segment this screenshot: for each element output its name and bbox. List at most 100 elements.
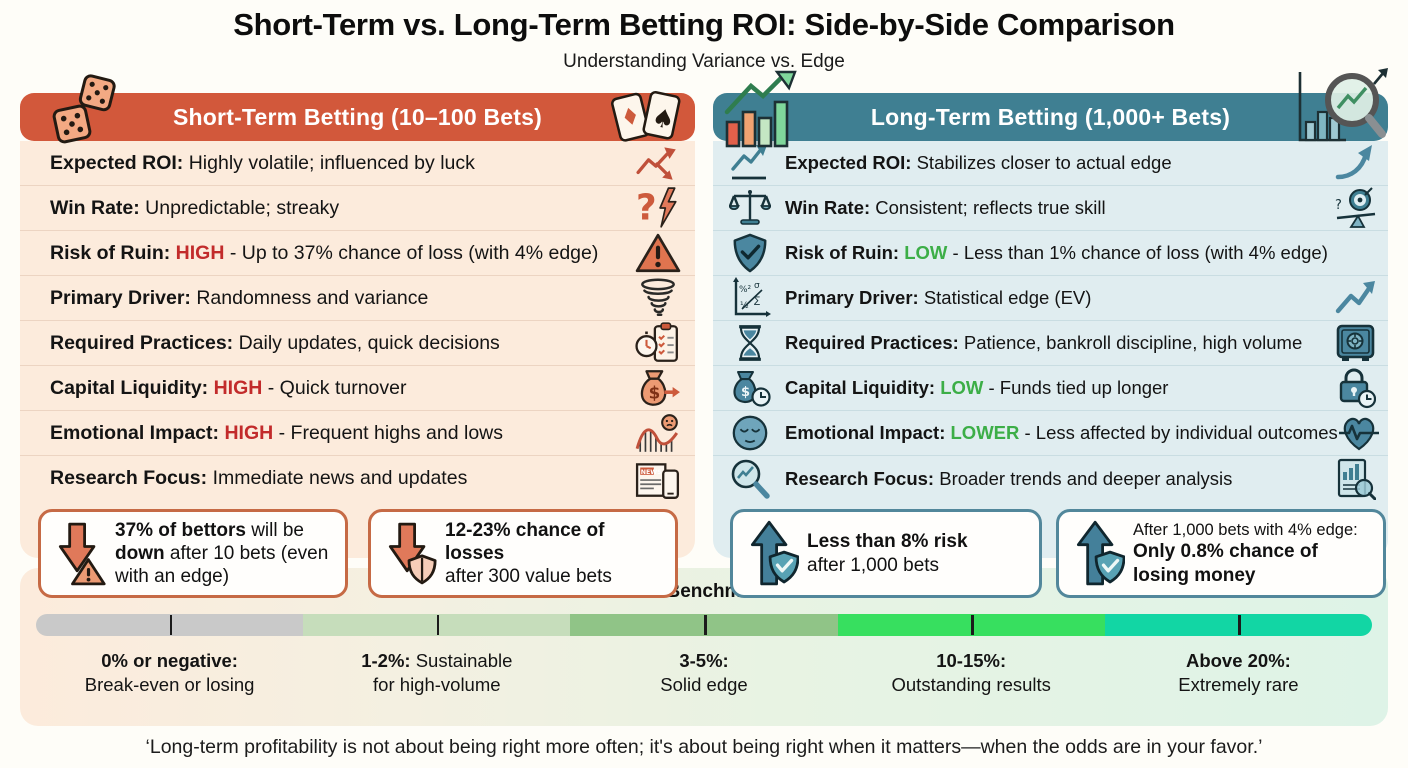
svg-text:$: $ [649,382,661,402]
safe-vault-icon [1334,322,1376,364]
svg-text:$: $ [741,385,750,400]
tick-mark [1238,615,1241,635]
callout-text: 12-23% chance of losses after 300 value b… [445,519,612,588]
volatile-arrows-icon [635,142,681,184]
long-term-panel: Long-Term Betting (1,000+ Bets) Expected… [713,68,1388,558]
dice-icon [46,72,126,148]
short-term-body: Expected ROI: Highly volatile; influence… [20,141,695,558]
tick-mark [704,615,707,635]
curved-arrow-up-icon [1334,142,1376,184]
down-arrow-warning-icon [51,520,107,588]
row-text: Emotional Impact: LOWER - Less affected … [785,422,1338,443]
row-text: Capital Liquidity: HIGH - Quick turnover [50,376,407,399]
long-term-title: Long-Term Betting (1,000+ Bets) [870,103,1231,130]
question-target-icon: ? [1334,187,1376,229]
heart-pulse-icon [1338,412,1380,454]
svg-text:σ: σ [754,281,760,291]
row-text: Risk of Ruin: HIGH - Up to 37% chance of… [50,241,599,264]
row-text: Research Focus: Immediate news and updat… [50,467,468,489]
benchmark-label: 3-5%: Solid edge [660,650,748,696]
magnifier-chart-icon [1286,66,1390,150]
long-term-callout-08pct: After 1,000 bets with 4% edge: Only 0.8% … [1056,509,1386,598]
balance-scales-icon [727,187,773,229]
tick-mark [169,615,173,635]
long-term-callout-risk: Less than 8% risk after 1,000 bets [730,509,1042,598]
row-text: Expected ROI: Highly volatile; influence… [50,151,475,174]
svg-text:NEWS: NEWS [641,468,662,475]
page-title: Short-Term vs. Long-Term Betting ROI: Si… [233,7,1175,42]
short-term-row-expected-roi: Expected ROI: Highly volatile; influence… [20,141,695,186]
up-arrow-shield-icon [743,520,800,588]
statistics-axis-icon: %²σ½∑ [727,277,773,319]
news-phone-icon: NEWS [635,458,681,500]
warning-triangle-icon [635,232,681,274]
stopwatch-checklist-icon [635,322,681,364]
shield-check-icon [727,232,773,274]
row-text: Required Practices: Daily updates, quick… [50,331,500,354]
row-text: Expected ROI: Stabilizes closer to actua… [785,152,1172,173]
svg-text:%²: %² [739,285,752,295]
svg-text:?: ? [636,188,657,229]
padlock-clock-icon [1334,367,1376,409]
short-term-row-risk-of-ruin: Risk of Ruin: HIGH - Up to 37% chance of… [20,231,695,276]
long-term-row-expected-roi: Expected ROI: Stabilizes closer to actua… [713,141,1388,186]
tick-mark [436,615,440,635]
footer-quote: ‘Long-term profitability is not about be… [145,736,1263,758]
short-term-callout-37pct: 37% of bettors will be down after 10 bet… [38,509,348,598]
long-term-row-primary-driver: %²σ½∑ Primary Driver: Statistical edge (… [713,276,1388,321]
row-text: Emotional Impact: HIGH - Frequent highs … [50,421,503,444]
benchmark-label: 0% or negative: Break-even or losing [84,650,255,696]
money-bag-clock-icon: $ [727,367,773,409]
short-term-row-primary-driver: Primary Driver: Randomness and variance [20,276,695,321]
row-text: Win Rate: Unpredictable; streaky [50,196,340,219]
long-term-row-capital-liquidity: $ Capital Liquidity: LOW - Funds tied up… [713,366,1388,411]
short-term-row-capital-liquidity: Capital Liquidity: HIGH - Quick turnover… [20,366,695,411]
benchmarks-scale-bar [36,614,1372,636]
benchmark-label: Above 20%: Extremely rare [1178,650,1299,696]
trend-underline-icon [727,142,773,184]
hourglass-icon [727,322,773,364]
long-term-row-research-focus: Research Focus: Broader trends and deepe… [713,456,1388,501]
benchmark-segment [837,614,1105,636]
short-term-row-emotional-impact: Emotional Impact: HIGH - Frequent highs … [20,411,695,456]
callout-text: Less than 8% risk after 1,000 bets [807,531,968,576]
row-text: Required Practices: Patience, bankroll d… [785,332,1303,353]
short-term-header: Short-Term Betting (10–100 Bets) ♠ [20,74,695,144]
row-text: Research Focus: Broader trends and deepe… [785,467,1233,489]
long-term-body: Expected ROI: Stabilizes closer to actua… [713,141,1388,558]
growth-bars-icon [721,70,805,148]
row-text: Primary Driver: Statistical edge (EV) [785,287,1092,308]
svg-text:?: ? [1335,198,1342,213]
rollercoaster-icon [635,412,681,454]
long-term-row-required-practices: Required Practices: Patience, bankroll d… [713,321,1388,366]
short-term-callout-losses: 12-23% chance of losses after 300 value b… [368,509,678,598]
up-arrow-shield-icon [1069,520,1126,588]
magnifier-trend-icon [727,458,773,500]
money-bag-arrow-icon: $ [635,367,681,409]
tick-mark [971,615,974,635]
long-term-header: Long-Term Betting (1,000+ Bets) [713,68,1388,148]
benchmark-segment [570,614,838,636]
row-text: Primary Driver: Randomness and variance [50,286,429,309]
down-arrow-shield-icon [381,520,437,588]
callout-text: 37% of bettors will be down after 10 bet… [115,519,329,588]
calm-face-icon [727,412,773,454]
benchmark-segment [303,614,571,636]
trend-arrow-icon [1334,277,1376,319]
benchmark-segment [1104,614,1372,636]
tornado-icon [635,277,681,319]
svg-text:∑: ∑ [754,296,760,306]
short-term-row-required-practices: Required Practices: Daily updates, quick… [20,321,695,366]
page-subtitle: Understanding Variance vs. Edge [563,51,845,72]
long-term-row-win-rate: Win Rate: Consistent; reflects true skil… [713,186,1388,231]
benchmark-label: 1-2%: Sustainable for high-volume [361,650,513,696]
benchmark-segment [36,614,304,636]
report-magnifier-icon [1334,458,1376,500]
short-term-row-research-focus: Research Focus: Immediate news and updat… [20,456,695,501]
row-text: Risk of Ruin: LOW - Less than 1% chance … [785,242,1328,263]
playing-cards-icon: ♠ [603,86,689,148]
row-text: Capital Liquidity: LOW - Funds tied up l… [785,377,1169,398]
question-lightning-icon: ? [635,187,681,229]
row-text: Win Rate: Consistent; reflects true skil… [785,197,1106,218]
